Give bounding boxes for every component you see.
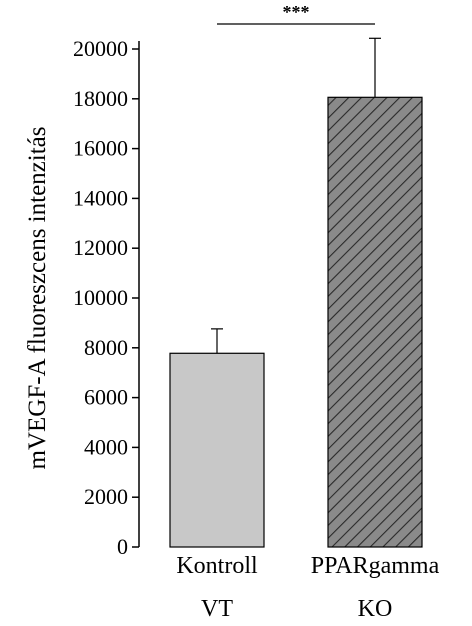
x-category-label: Kontroll <box>176 553 258 579</box>
y-tick-label: 6000 <box>84 385 128 410</box>
bar <box>169 352 265 548</box>
y-tick-label: 16000 <box>73 136 128 161</box>
y-axis-title: mVEGF-A fluoreszcens intenzitás <box>24 127 51 470</box>
y-tick-label: 10000 <box>73 285 128 310</box>
x-category-sublabel: KO <box>358 596 393 622</box>
x-category-label: PPARgamma <box>311 553 440 579</box>
x-category-sublabel: VT <box>201 596 233 622</box>
y-tick-label: 12000 <box>73 235 128 260</box>
y-tick-label: 2000 <box>84 484 128 509</box>
y-tick-label: 8000 <box>84 335 128 360</box>
y-tick-label: 4000 <box>84 434 128 459</box>
y-tick-label: 14000 <box>73 185 128 210</box>
y-tick-label: 0 <box>117 534 128 559</box>
plot-area: 0 2000 4000 6000 8000 10000 12000 14000 16000 180… <box>73 2 440 622</box>
y-tick-label: 20000 <box>73 36 128 61</box>
y-tick-label: 18000 <box>73 86 128 111</box>
significance-label: *** <box>283 2 310 22</box>
bar <box>327 96 423 548</box>
